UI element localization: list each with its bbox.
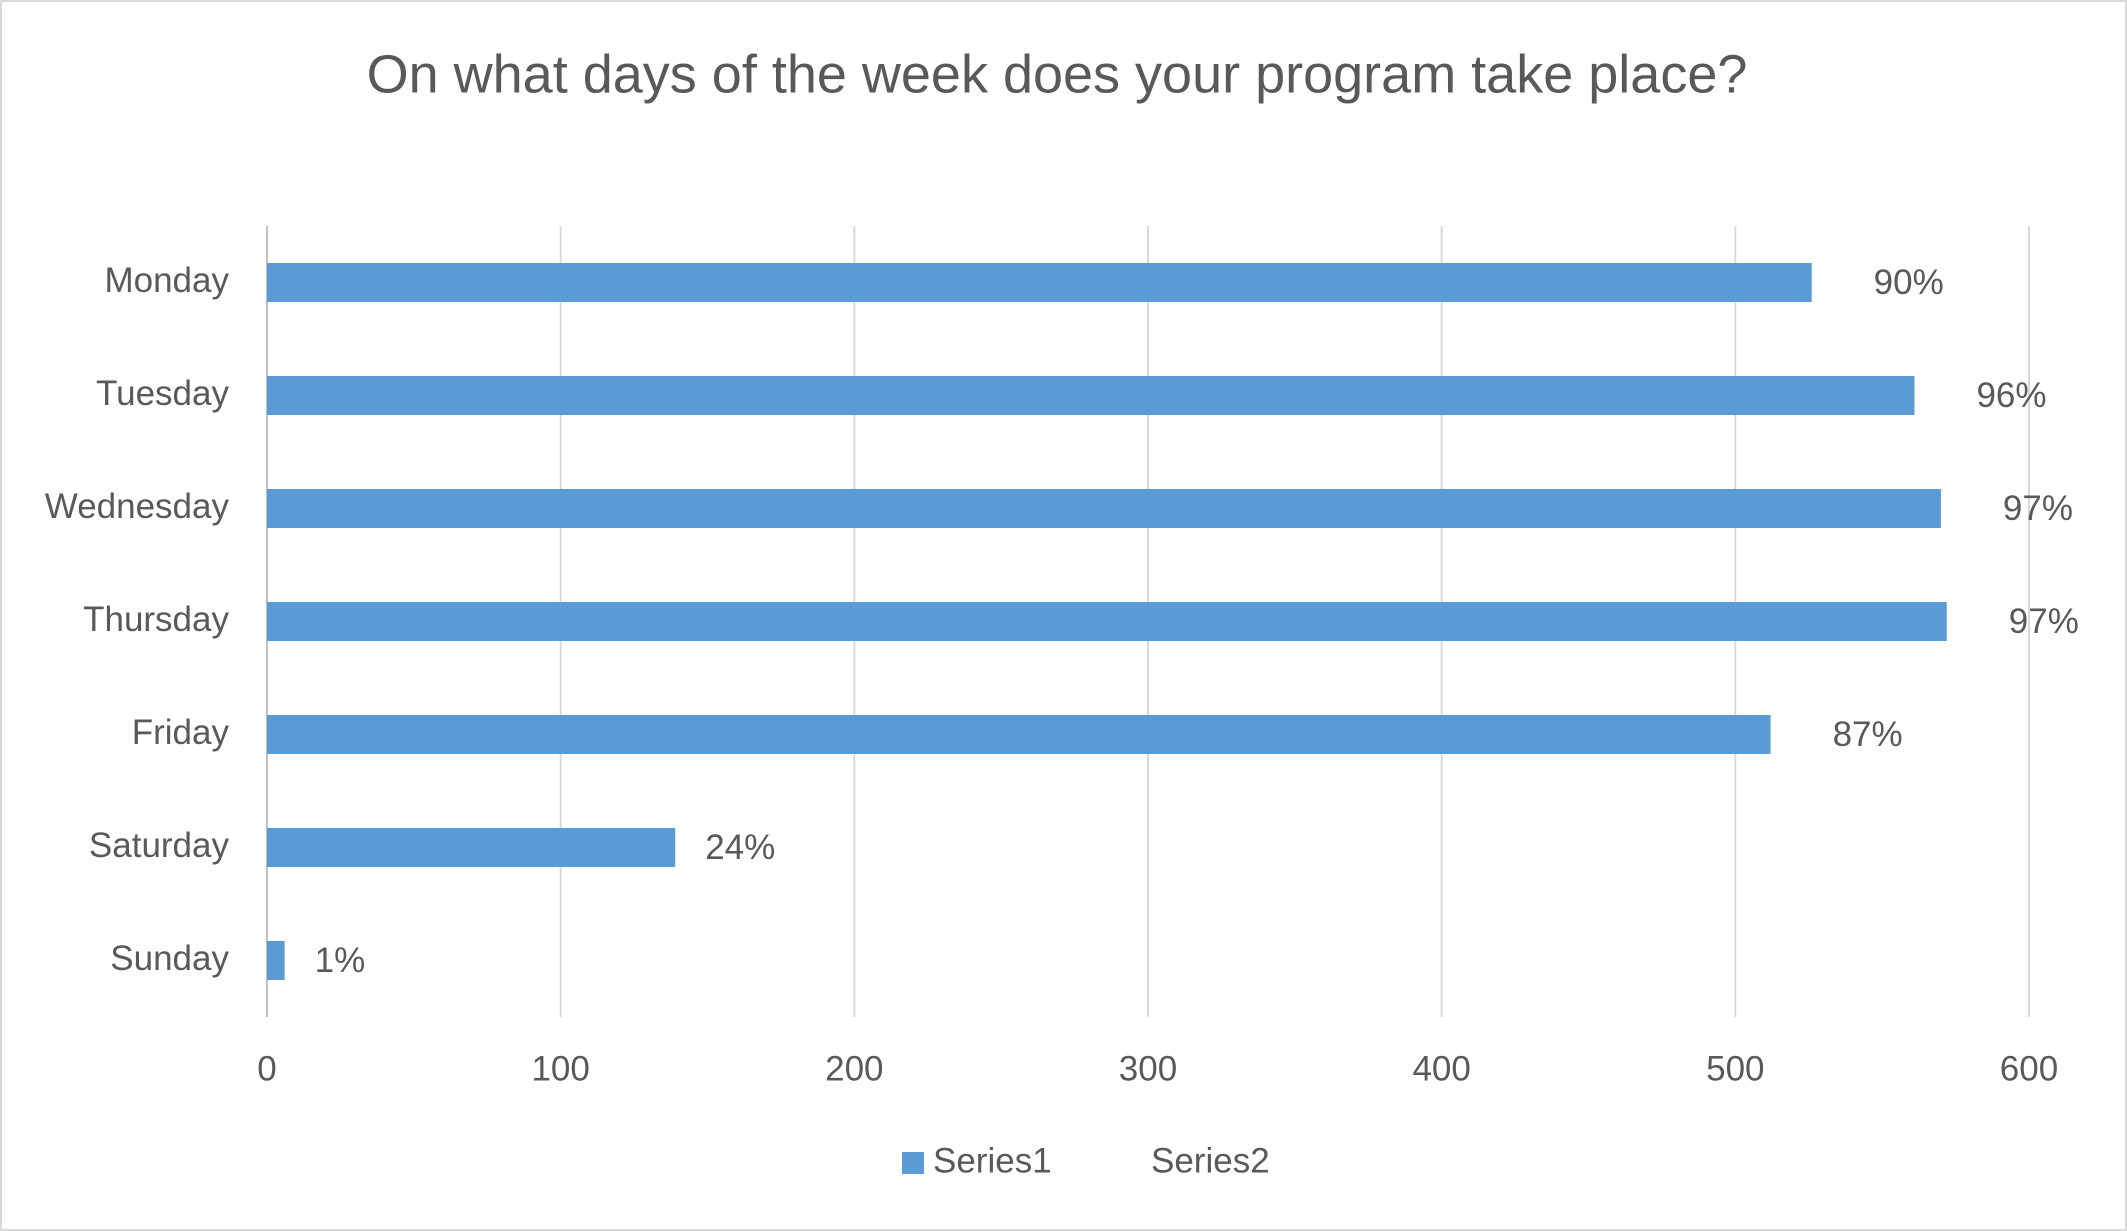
data-label: 96% xyxy=(1976,376,2046,415)
legend-marker xyxy=(902,1152,924,1174)
bar xyxy=(267,941,285,980)
y-tick-label: Tuesday xyxy=(96,374,229,413)
y-tick-label: Sunday xyxy=(110,939,229,978)
data-label: 87% xyxy=(1833,715,1903,754)
y-tick-label: Saturday xyxy=(89,826,230,865)
bar xyxy=(267,376,1915,415)
x-tick-label: 400 xyxy=(1412,1049,1470,1088)
y-tick-label: Friday xyxy=(132,713,230,752)
y-tick-label: Monday xyxy=(104,261,229,300)
data-label: 97% xyxy=(2003,489,2073,528)
data-label: 97% xyxy=(2009,602,2079,641)
x-tick-label: 200 xyxy=(825,1049,883,1088)
legend-label: Series2 xyxy=(1151,1141,1270,1180)
y-tick-label: Wednesday xyxy=(45,487,230,526)
y-tick-label: Thursday xyxy=(83,600,229,639)
x-tick-label: 0 xyxy=(257,1049,276,1088)
bar xyxy=(267,828,676,867)
chart-title: On what days of the week does your progr… xyxy=(367,44,1748,104)
data-label: 24% xyxy=(705,828,775,867)
x-tick-label: 600 xyxy=(2000,1049,2058,1088)
x-tick-label: 100 xyxy=(531,1049,589,1088)
bar xyxy=(267,602,1947,641)
data-label: 1% xyxy=(315,941,366,980)
x-tick-label: 300 xyxy=(1119,1049,1177,1088)
bar xyxy=(267,263,1812,302)
x-tick-label: 500 xyxy=(1706,1049,1764,1088)
bar xyxy=(267,715,1771,754)
legend-label: Series1 xyxy=(933,1141,1052,1180)
data-label: 90% xyxy=(1874,263,1944,302)
bar xyxy=(267,489,1941,528)
